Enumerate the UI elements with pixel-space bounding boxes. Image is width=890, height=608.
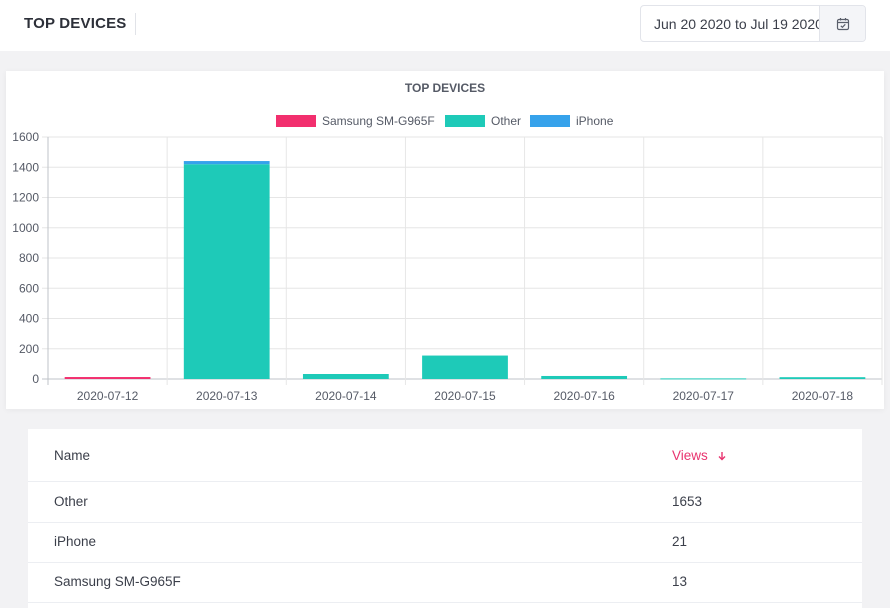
arrow-down-icon	[718, 451, 726, 460]
calendar-button[interactable]	[819, 6, 865, 41]
bar-segment	[302, 374, 389, 379]
row-views: 13	[672, 574, 688, 589]
column-header-views[interactable]: Views	[672, 448, 726, 463]
x-tick-label: 2020-07-13	[196, 389, 258, 403]
bar-segment	[422, 355, 508, 379]
bar-segment	[660, 378, 747, 380]
legend-swatch	[445, 115, 485, 127]
x-tick-label: 2020-07-12	[77, 389, 139, 403]
y-tick-label: 200	[19, 342, 39, 356]
table-header: Name Views	[28, 429, 862, 482]
bar-segment	[64, 377, 151, 379]
row-views: 1653	[672, 494, 703, 509]
column-header-name[interactable]: Name	[54, 448, 91, 463]
row-views: 21	[672, 534, 688, 549]
legend-swatch	[276, 115, 316, 127]
y-tick-label: 0	[32, 372, 39, 386]
x-tick-label: 2020-07-15	[434, 389, 496, 403]
page-title: TOP DEVICES	[24, 15, 127, 32]
y-tick-label: 1400	[12, 160, 39, 174]
chart-card: TOP DEVICES Samsung SM-G965F Other iPhone 0 2…	[6, 71, 884, 409]
row-name: Other	[54, 494, 88, 509]
table-row: Samsung SM-G965F 13	[28, 562, 862, 603]
table-row: Other 1653	[28, 482, 862, 523]
bar-segment	[183, 161, 270, 165]
x-tick-label: 2020-07-18	[792, 389, 854, 403]
y-tick-label: 400	[19, 312, 39, 326]
bar-segment	[541, 375, 628, 379]
x-tick-label: 2020-07-17	[673, 389, 735, 403]
row-name: iPhone	[54, 534, 97, 549]
bar-segment	[183, 164, 270, 379]
y-tick-label: 1200	[12, 191, 39, 205]
top-devices-chart: TOP DEVICES Samsung SM-G965F Other iPhone 0 2…	[12, 81, 883, 403]
y-tick-label: 600	[19, 281, 39, 295]
bar-segment	[779, 377, 866, 379]
row-name: Samsung SM-G965F	[54, 574, 181, 589]
x-tick-label: 2020-07-16	[553, 389, 615, 403]
page-header: TOP DEVICES	[0, 0, 890, 51]
title-divider	[135, 13, 136, 35]
y-tick-label: 1000	[12, 221, 39, 235]
chart-title: TOP DEVICES	[405, 81, 485, 95]
legend-label: Other	[491, 114, 521, 128]
calendar-icon	[836, 17, 849, 30]
y-tick-label: 800	[19, 251, 39, 265]
legend-label: Samsung SM-G965F	[322, 114, 435, 128]
legend-swatch	[530, 115, 570, 127]
date-range-picker[interactable]	[640, 5, 866, 42]
legend-label: iPhone	[576, 114, 614, 128]
y-tick-label: 1600	[12, 130, 39, 144]
x-tick-label: 2020-07-14	[315, 389, 377, 403]
column-header-views-label: Views	[672, 448, 708, 463]
devices-table: Name Views Other 1653 iPhone 21 Samsung …	[28, 429, 862, 608]
table-row: iPhone 21	[28, 522, 862, 563]
date-range-input[interactable]	[641, 6, 819, 41]
